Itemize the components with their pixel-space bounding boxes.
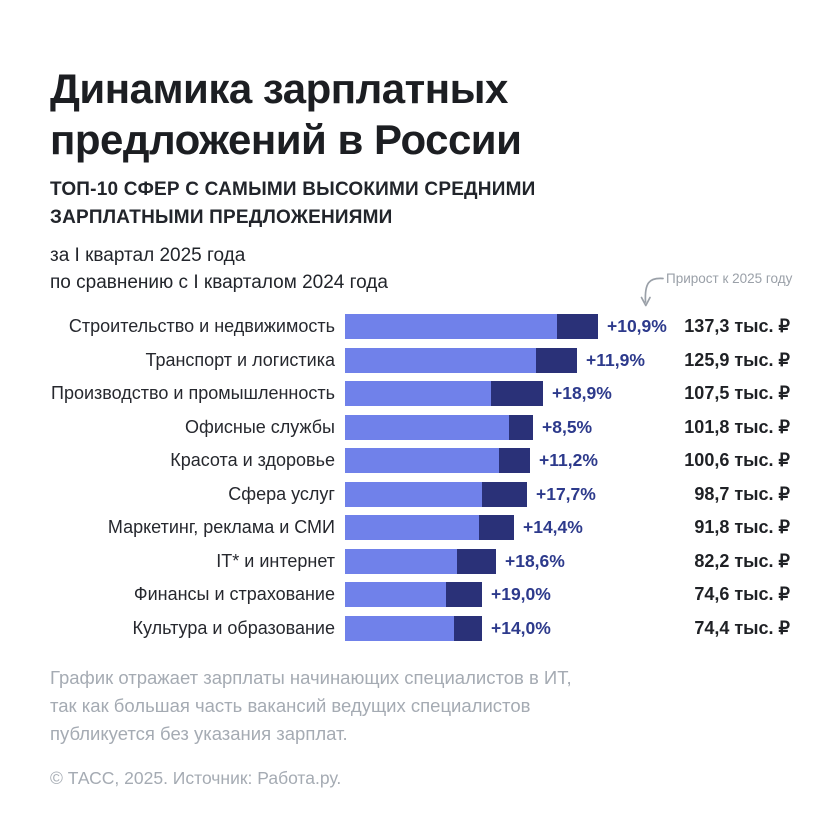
category-label: Красота и здоровье bbox=[170, 450, 335, 470]
table-row: Культура и образование +14,0% 74,4 тыс. ₽ bbox=[50, 615, 790, 641]
title-line-2: предложений в России bbox=[50, 115, 522, 163]
salary-value-label: 82,2 тыс. ₽ bbox=[694, 550, 790, 571]
period-line-1: за I квартал 2025 года bbox=[50, 245, 246, 266]
growth-percent-label: +18,9% bbox=[552, 383, 612, 403]
growth-percent-label: +19,0% bbox=[491, 584, 551, 604]
category-label: Культура и образование bbox=[132, 617, 335, 638]
chart-subtitle: ТОП-10 СФЕР С САМЫМИ ВЫСОКИМИ СРЕДНИМИ З… bbox=[50, 176, 650, 231]
subtitle-line-1: ТОП-10 СФЕР С САМЫМИ ВЫСОКИМИ СРЕДНИМИ bbox=[50, 179, 536, 200]
salary-value-label: 91,8 тыс. ₽ bbox=[694, 517, 790, 537]
table-row: Офисные службы +8,5% 101,8 тыс. ₽ bbox=[50, 414, 790, 440]
table-row: Производство и промышленность +18,9% 107,5… bbox=[50, 381, 790, 406]
bar-chart: Строительство и недвижимость +10,9% 137,3 … bbox=[50, 314, 790, 641]
bar-growth-segment bbox=[479, 515, 514, 540]
growth-percent-label: +11,2% bbox=[539, 450, 598, 470]
salary-bar bbox=[345, 414, 533, 440]
salary-bar bbox=[345, 314, 598, 339]
table-row: Финансы и страхование +19,0% 74,6 тыс. ₽ bbox=[50, 582, 790, 607]
salary-bar bbox=[345, 615, 482, 641]
bar-base-segment bbox=[345, 381, 491, 406]
salary-value-label: 98,7 тыс. ₽ bbox=[694, 483, 790, 504]
salary-bar bbox=[345, 448, 530, 473]
growth-percent-label: +14,4% bbox=[523, 517, 583, 537]
category-label: Сфера услуг bbox=[228, 483, 335, 504]
table-row: Красота и здоровье +11,2% 100,6 тыс. ₽ bbox=[50, 448, 790, 473]
table-row: Транспорт и логистика +11,9% 125,9 тыс. ₽ bbox=[50, 347, 790, 373]
table-row: Маркетинг, реклама и СМИ +14,4% 91,8 тыс. … bbox=[50, 515, 790, 540]
curved-arrow-icon bbox=[640, 277, 664, 307]
category-label: Строительство и недвижимость bbox=[68, 316, 335, 336]
growth-annotation-label: Прирост к 2025 году bbox=[666, 271, 793, 286]
category-label: Офисные службы bbox=[185, 416, 335, 437]
bar-base-segment bbox=[345, 448, 499, 473]
salary-bar bbox=[345, 582, 482, 607]
title-line-1: Динамика зарплатных bbox=[50, 65, 508, 113]
bar-growth-segment bbox=[509, 414, 533, 440]
salary-value-label: 100,6 тыс. ₽ bbox=[684, 450, 790, 470]
salary-bar bbox=[345, 548, 496, 574]
bar-growth-segment bbox=[491, 381, 543, 406]
period-line-2: по сравнению с I кварталом 2024 года bbox=[50, 271, 388, 293]
copyright-source: © ТАСС, 2025. Источник: Работа.ру. bbox=[50, 768, 342, 788]
bar-base-segment bbox=[345, 548, 457, 574]
salary-value-label: 125,9 тыс. ₽ bbox=[684, 349, 790, 370]
growth-percent-label: +8,5% bbox=[542, 416, 593, 437]
growth-percent-label: +11,9% bbox=[586, 349, 645, 370]
bar-growth-segment bbox=[482, 481, 527, 507]
footnote-line-1: График отражает зарплаты начинающих спец… bbox=[50, 667, 572, 688]
category-label: Производство и промышленность bbox=[51, 383, 335, 403]
bar-growth-segment bbox=[446, 582, 482, 607]
subtitle-line-2: ЗАРПЛАТНЫМИ ПРЕДЛОЖЕНИЯМИ bbox=[50, 206, 393, 228]
bar-base-segment bbox=[345, 347, 536, 373]
table-row: IT* и интернет +18,6% 82,2 тыс. ₽ bbox=[50, 548, 790, 574]
bar-base-segment bbox=[345, 515, 479, 540]
bar-growth-segment bbox=[536, 347, 577, 373]
category-label: Финансы и страхование bbox=[133, 584, 335, 604]
table-row: Строительство и недвижимость +10,9% 137,3 … bbox=[50, 314, 790, 339]
bar-base-segment bbox=[345, 414, 509, 440]
salary-bar bbox=[345, 381, 543, 406]
bar-base-segment bbox=[345, 582, 446, 607]
footnote-line-2: так как большая часть вакансий ведущих с… bbox=[50, 694, 531, 716]
salary-value-label: 101,8 тыс. ₽ bbox=[684, 416, 790, 437]
bar-base-segment bbox=[345, 615, 454, 641]
category-label: Транспорт и логистика bbox=[145, 349, 335, 370]
growth-percent-label: +18,6% bbox=[505, 550, 565, 571]
salary-bar bbox=[345, 515, 514, 540]
category-label: Маркетинг, реклама и СМИ bbox=[107, 517, 335, 537]
footnote-line-3: публикуется без указания зарплат. bbox=[50, 722, 348, 744]
bar-growth-segment bbox=[557, 314, 598, 339]
bar-growth-segment bbox=[454, 615, 482, 641]
bar-growth-segment bbox=[499, 448, 530, 473]
footnote: График отражает зарплаты начинающих спец… bbox=[50, 664, 650, 747]
category-label: IT* и интернет bbox=[216, 550, 335, 571]
bar-base-segment bbox=[345, 314, 557, 339]
salary-bar bbox=[345, 347, 577, 373]
salary-value-label: 107,5 тыс. ₽ bbox=[684, 383, 790, 403]
salary-value-label: 74,6 тыс. ₽ bbox=[694, 584, 790, 604]
bar-base-segment bbox=[345, 481, 482, 507]
growth-percent-label: +10,9% bbox=[607, 316, 667, 336]
salary-value-label: 137,3 тыс. ₽ bbox=[684, 316, 790, 336]
salary-bar bbox=[345, 481, 527, 507]
page-title: Динамика зарплатных предложений в России bbox=[50, 64, 690, 165]
bar-growth-segment bbox=[457, 548, 496, 574]
period-caption: за I квартал 2025 года по сравнению с I … bbox=[50, 243, 650, 297]
growth-percent-label: +17,7% bbox=[536, 483, 596, 504]
salary-value-label: 74,4 тыс. ₽ bbox=[694, 617, 790, 638]
growth-percent-label: +14,0% bbox=[491, 617, 551, 638]
table-row: Сфера услуг +17,7% 98,7 тыс. ₽ bbox=[50, 481, 790, 507]
